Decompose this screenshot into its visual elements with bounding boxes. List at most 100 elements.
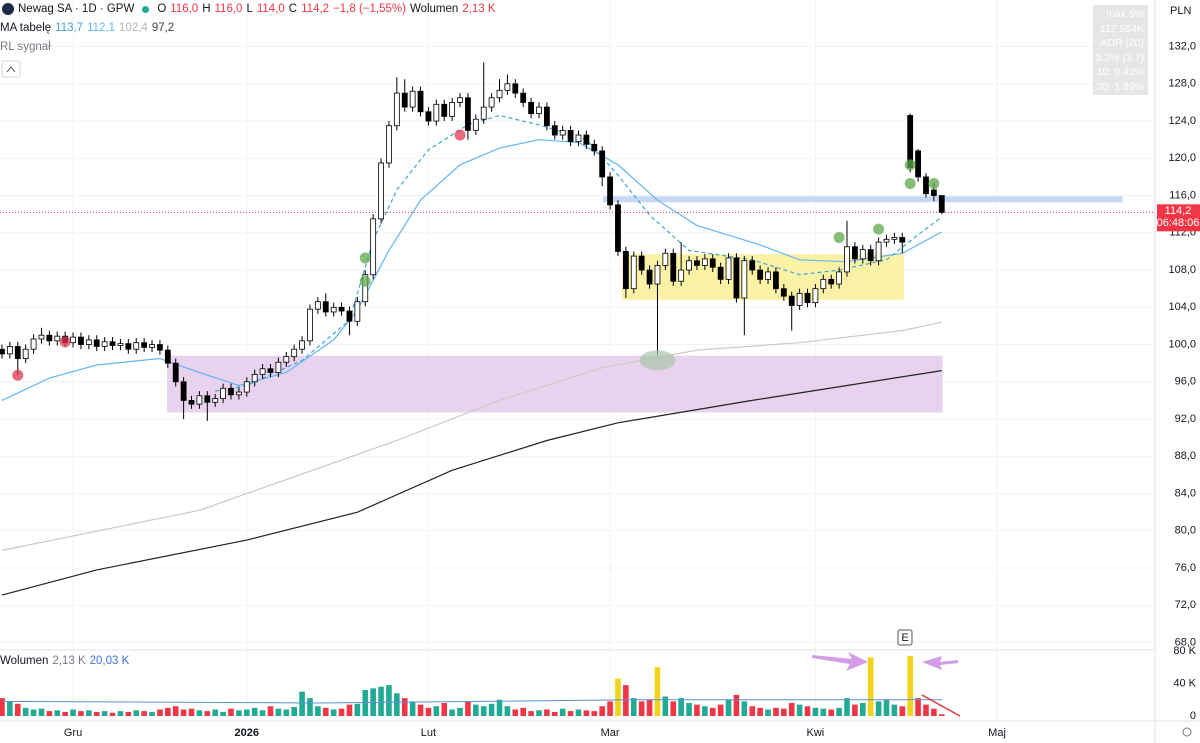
volume-bar	[694, 704, 700, 716]
volume-bar	[7, 701, 13, 716]
volume-bar	[425, 707, 432, 716]
volume-bar	[236, 710, 242, 716]
candles	[0, 62, 945, 421]
volume-legend: Wolumen 2,13 K 20,03 K	[0, 655, 129, 667]
symbol-legend: Newag SA · 1D · GPW O 116,0 H 116,0 L 114,0…	[0, 3, 496, 15]
candle-body	[559, 129, 566, 136]
volume-bar	[607, 701, 613, 716]
volume-bar	[283, 709, 290, 716]
candle-body	[346, 310, 353, 322]
y-tick-label: 104,0	[1168, 301, 1196, 313]
volume-bar	[773, 707, 779, 716]
volume-bar	[117, 711, 124, 716]
volume-bar	[638, 701, 645, 716]
last-price-box	[1157, 204, 1200, 232]
candle-body	[725, 257, 732, 280]
signal-marker	[359, 252, 371, 264]
candle-body	[575, 134, 582, 142]
y-tick-label: 76,0	[1175, 562, 1196, 574]
volume-pane-label[interactable]: Wolumen	[0, 655, 49, 667]
candle-body	[133, 342, 140, 350]
y-tick-label: 84,0	[1175, 487, 1196, 499]
candle-body	[867, 249, 874, 262]
highlight-ellipse	[639, 350, 676, 371]
x-tick-label: 2026	[235, 727, 259, 739]
volume-bar	[678, 698, 684, 716]
volume-bar	[62, 711, 68, 716]
symbol-icon	[2, 3, 14, 15]
volume-bar	[346, 704, 353, 716]
last-price-label: 114,2	[1165, 205, 1192, 217]
volume-bar	[243, 709, 250, 716]
volume-bar	[93, 711, 100, 716]
signal-marker	[904, 159, 916, 171]
candle-body	[899, 237, 906, 243]
y-tick-label: 132,0	[1168, 40, 1196, 52]
volume-bar	[70, 709, 76, 716]
volume-bar	[259, 710, 266, 716]
volume-bar	[54, 710, 61, 716]
volume-bar	[654, 667, 661, 716]
symbol[interactable]: Newag SA · 1D · GPW	[18, 3, 135, 15]
ohlc-key: H	[202, 3, 211, 15]
candle-body	[70, 336, 76, 344]
collapse-button[interactable]	[1, 60, 21, 78]
settings-icon[interactable]	[1182, 727, 1192, 737]
x-tick-label: Lut	[421, 727, 436, 739]
volume-bar	[275, 708, 282, 716]
earnings-label: E	[901, 632, 908, 644]
candle-body	[923, 176, 929, 195]
volume-bar	[875, 701, 882, 716]
earnings-box[interactable]	[897, 629, 913, 646]
volume-bar	[251, 707, 258, 716]
moving-average	[1, 370, 942, 596]
volume-bar	[78, 711, 84, 716]
rl-label[interactable]: RL sygnał	[0, 41, 51, 53]
signal-marker	[59, 336, 71, 348]
candle-body	[46, 334, 53, 342]
moving-average	[1, 139, 943, 401]
volume-bar	[883, 699, 890, 716]
volume-bar	[891, 704, 898, 716]
volume-bar	[46, 711, 53, 716]
currency: PLN	[1170, 5, 1191, 17]
volume-bar	[133, 710, 140, 716]
volume-bar	[512, 709, 519, 716]
candle-body	[512, 83, 519, 94]
volume-bar	[662, 696, 669, 716]
y-tick-label: 116,0	[1169, 189, 1196, 201]
volume-bar	[931, 708, 937, 716]
y-tick-label: 100,0	[1168, 338, 1196, 350]
candle-body	[212, 398, 219, 403]
volume-bar	[394, 693, 400, 716]
candle-body	[172, 362, 179, 383]
moving-average	[215, 114, 943, 392]
volume-bar	[630, 698, 637, 716]
ma-value: 113,7	[55, 22, 84, 34]
volume-bar	[0, 698, 5, 716]
last-price-time: 06:48:06	[1157, 217, 1200, 229]
candle-body	[322, 301, 329, 313]
candle-body	[378, 162, 384, 220]
volume-bar	[488, 703, 495, 716]
candle-body	[591, 143, 598, 152]
stat: 117.554K	[1099, 22, 1144, 35]
candle-body	[662, 252, 669, 266]
volume-bar	[788, 703, 795, 716]
volume-bar	[172, 706, 179, 716]
ohlc-value: 114,2	[301, 3, 330, 15]
candle-body	[370, 218, 377, 276]
y-tick-label: 72,0	[1175, 599, 1196, 611]
candle-body	[488, 97, 495, 108]
candle-body	[259, 368, 266, 375]
candle-body	[749, 260, 756, 271]
volume-value: 2,13 K	[462, 3, 496, 15]
volume-bar	[520, 707, 527, 716]
ma-label[interactable]: MA tabelę	[0, 22, 52, 34]
volume-tick-label: 0	[1190, 710, 1196, 722]
candle-body	[741, 260, 748, 299]
volume-bar	[717, 704, 724, 716]
rl-legend: RL sygnał	[0, 41, 51, 53]
volume-bar	[315, 706, 321, 716]
